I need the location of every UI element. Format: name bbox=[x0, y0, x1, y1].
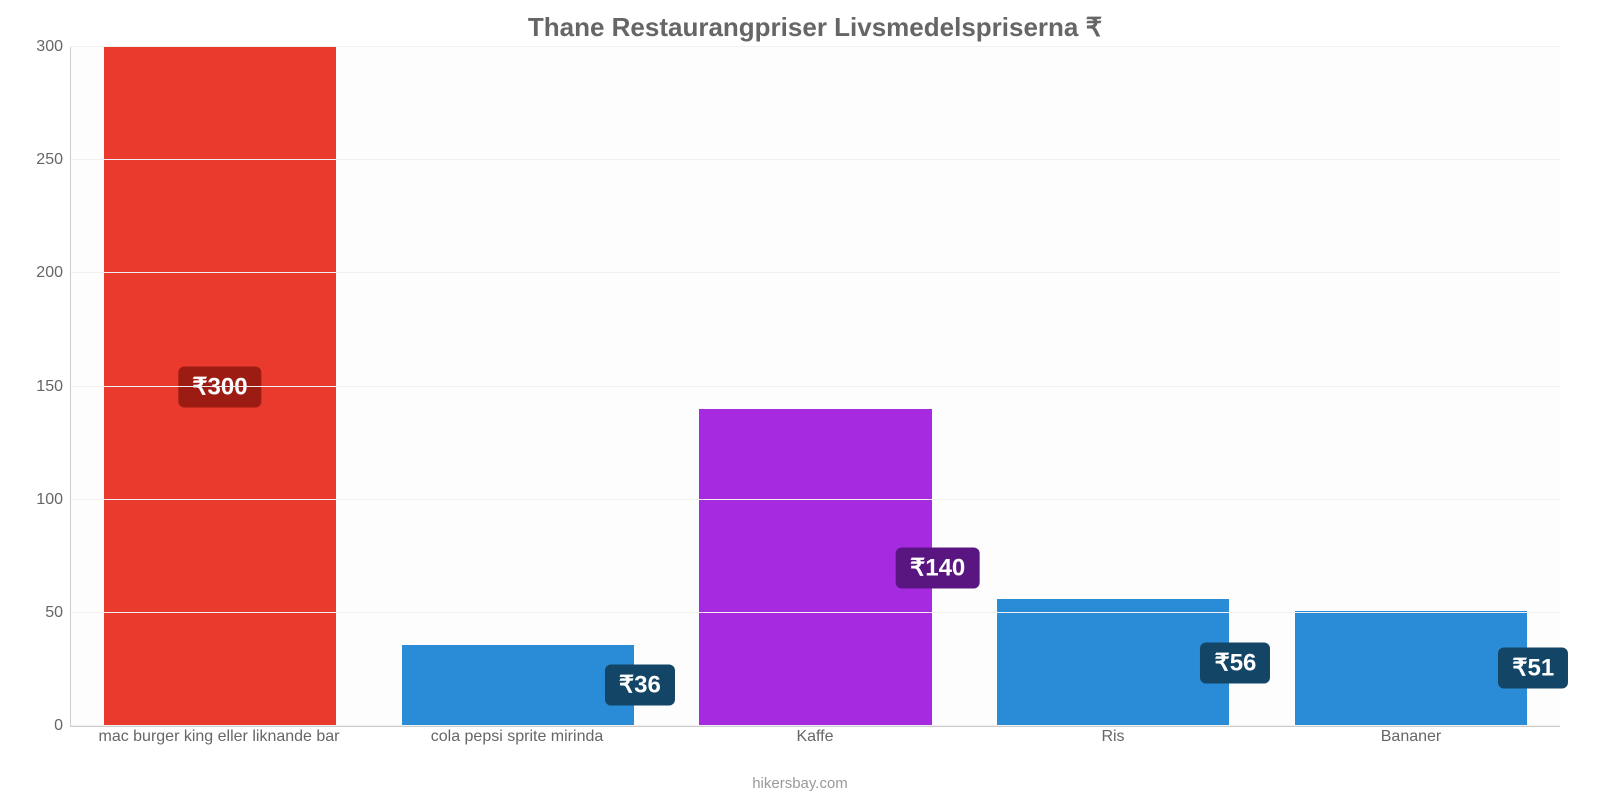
y-tick-label: 150 bbox=[36, 378, 71, 396]
x-axis-label: Ris bbox=[964, 728, 1262, 746]
y-tick-label: 50 bbox=[45, 604, 71, 622]
gridline bbox=[71, 46, 1560, 47]
gridline bbox=[71, 272, 1560, 273]
x-axis-label: mac burger king eller liknande bar bbox=[70, 728, 368, 746]
bar-value-badge: ₹36 bbox=[605, 665, 675, 706]
bar-value-badge: ₹56 bbox=[1200, 642, 1270, 683]
y-tick-label: 250 bbox=[36, 151, 71, 169]
x-axis-label: Bananer bbox=[1262, 728, 1560, 746]
bar: ₹140 bbox=[699, 409, 931, 726]
y-tick-label: 300 bbox=[36, 38, 71, 56]
y-tick-label: 0 bbox=[54, 717, 71, 735]
attribution-text: hikersbay.com bbox=[0, 775, 1600, 792]
bar-value-badge: ₹300 bbox=[178, 366, 261, 407]
gridline bbox=[71, 725, 1560, 726]
x-axis-label: Kaffe bbox=[666, 728, 964, 746]
gridline bbox=[71, 386, 1560, 387]
bar-value-badge: ₹51 bbox=[1498, 648, 1568, 689]
gridline bbox=[71, 612, 1560, 613]
bar: ₹51 bbox=[1295, 611, 1527, 726]
gridline bbox=[71, 159, 1560, 160]
bar-slot: ₹300 bbox=[71, 47, 369, 726]
plot-area: ₹300₹36₹140₹56₹51 050100150200250300 bbox=[70, 47, 1560, 727]
x-axis-labels: mac burger king eller liknande barcola p… bbox=[70, 728, 1560, 746]
chart-title: Thane Restaurangpriser Livsmedelsprisern… bbox=[70, 12, 1560, 43]
bar: ₹56 bbox=[997, 599, 1229, 726]
bar: ₹36 bbox=[402, 645, 634, 726]
bar-slot: ₹51 bbox=[1262, 47, 1560, 726]
y-tick-label: 100 bbox=[36, 491, 71, 509]
chart-container: Thane Restaurangpriser Livsmedelsprisern… bbox=[0, 0, 1600, 800]
bars-group: ₹300 ₹36 ₹140 ₹56 ₹51 bbox=[71, 47, 1560, 726]
x-axis-label: cola pepsi sprite mirinda bbox=[368, 728, 666, 746]
y-tick-label: 200 bbox=[36, 264, 71, 282]
bar-slot: ₹56 bbox=[964, 47, 1262, 726]
bar: ₹300 bbox=[104, 47, 336, 726]
bar-slot: ₹140 bbox=[667, 47, 965, 726]
bar-slot: ₹36 bbox=[369, 47, 667, 726]
gridline bbox=[71, 499, 1560, 500]
